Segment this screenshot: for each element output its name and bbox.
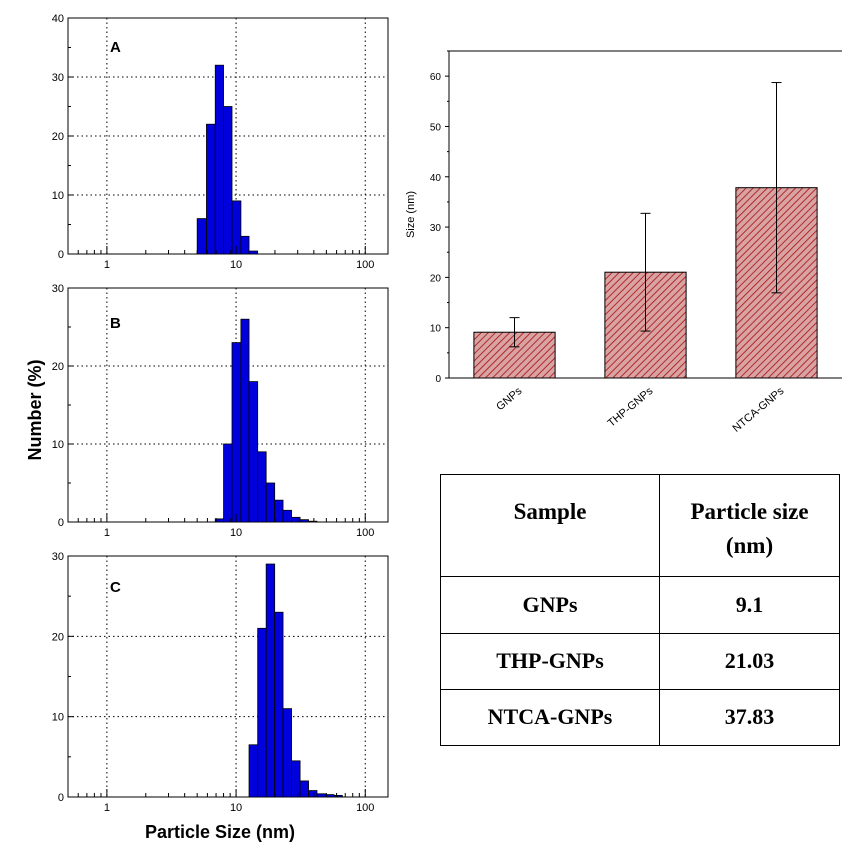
table-cell-size: 21.03 [659, 632, 840, 690]
histogram-bar [231, 342, 242, 523]
header-sample: Sample [440, 473, 660, 578]
y-tick-label: 40 [52, 13, 64, 25]
histogram-bar [299, 780, 309, 798]
header-particle-size: Particle size (nm) [659, 473, 840, 578]
table-cell-sample: GNPs [440, 576, 660, 634]
y-tick-label: 40 [430, 173, 442, 184]
y-tick-label: 10 [52, 439, 64, 451]
histogram-bar [308, 790, 318, 798]
histogram-bar [248, 381, 259, 523]
y-tick-label: 20 [52, 361, 64, 373]
y-tick-label: 10 [52, 190, 64, 202]
histogram-bar [308, 520, 318, 523]
histogram-bar [223, 106, 233, 255]
y-tick-label: 20 [52, 131, 64, 143]
y-axis-title: Number (%) [25, 359, 45, 460]
histogram-bar [248, 744, 259, 798]
x-tick-label: 1 [104, 802, 110, 814]
histogram-bar [206, 123, 216, 255]
histogram-bar [240, 318, 250, 523]
x-tick-label: 100 [356, 802, 374, 814]
y-tick-label: 0 [58, 792, 64, 804]
histogram-bar [265, 482, 276, 523]
histogram-panel-a: 1 10 100 0 10 20 30 40 A [52, 13, 389, 271]
y-tick-label: 0 [58, 517, 64, 529]
size-bar-chart: 0 10 20 30 40 50 60 Size (nm) GNPs THP-GNPs NTCA-G… [405, 50, 842, 435]
table-cell-sample: NTCA-GNPs [440, 688, 660, 747]
histogram-bar [291, 760, 301, 798]
histogram-bar [214, 64, 224, 255]
y-tick-label: 30 [52, 551, 64, 563]
histogram-bar [299, 519, 309, 523]
x-axis-title: Particle Size (nm) [145, 822, 295, 842]
histogram-bar [291, 516, 301, 523]
y-axis-label: Size (nm) [405, 191, 417, 238]
x-tick-label: 1 [104, 259, 110, 271]
histogram-bar [282, 509, 292, 523]
histogram-bar [282, 708, 292, 798]
histogram-bar [257, 451, 267, 523]
x-tick-label: 100 [356, 527, 374, 539]
x-category-label: GNPs [494, 385, 525, 413]
y-tick-label: 30 [430, 223, 442, 234]
panel-label: A [110, 39, 121, 56]
table-cell-size: 9.1 [659, 576, 840, 634]
histogram-bar [274, 611, 284, 798]
histogram-bar [196, 218, 207, 255]
histogram-panel-c: 1 10 100 0 10 20 30 C [52, 551, 389, 814]
x-tick-label: 10 [230, 802, 242, 814]
table-cell-size: 37.83 [659, 688, 840, 747]
histogram-bar [333, 794, 343, 798]
histogram-panel-b: 1 10 100 0 10 20 30 B [52, 283, 389, 539]
table-cell-sample: THP-GNPs [440, 632, 660, 690]
y-tick-label: 0 [58, 249, 64, 261]
histogram-bar [274, 499, 284, 523]
y-tick-label: 30 [52, 283, 64, 295]
histogram-bar [240, 235, 250, 255]
x-category-label: THP-GNPs [606, 385, 656, 430]
y-tick-label: 10 [52, 712, 64, 724]
x-tick-label: 10 [230, 259, 242, 271]
table-row: THP-GNPs 21.03 [440, 632, 840, 690]
histogram-bar [265, 563, 276, 798]
y-tick-label: 0 [435, 374, 441, 385]
table-row: GNPs 9.1 [440, 576, 840, 634]
table-row: NTCA-GNPs 37.83 [440, 688, 840, 747]
panel-label: B [110, 315, 121, 332]
x-tick-label: 100 [356, 259, 374, 271]
histogram-bar [248, 250, 259, 255]
size-bar [473, 331, 556, 379]
particle-size-table: Sample Particle size (nm) GNPs 9.1 THP-G… [440, 473, 840, 747]
x-category-label: NTCA-GNPs [730, 385, 786, 435]
y-tick-label: 20 [52, 631, 64, 643]
histogram-bar [316, 793, 326, 798]
y-tick-label: 10 [430, 324, 442, 335]
y-tick-label: 60 [430, 72, 442, 83]
x-tick-label: 1 [104, 527, 110, 539]
y-tick-label: 50 [430, 122, 442, 133]
y-tick-label: 30 [52, 72, 64, 84]
histogram-bar [223, 443, 233, 523]
x-tick-label: 10 [230, 527, 242, 539]
y-tick-label: 20 [430, 273, 442, 284]
panel-label: C [110, 579, 121, 596]
table-header-row: Sample Particle size (nm) [440, 473, 840, 578]
histogram-bar [257, 627, 267, 798]
